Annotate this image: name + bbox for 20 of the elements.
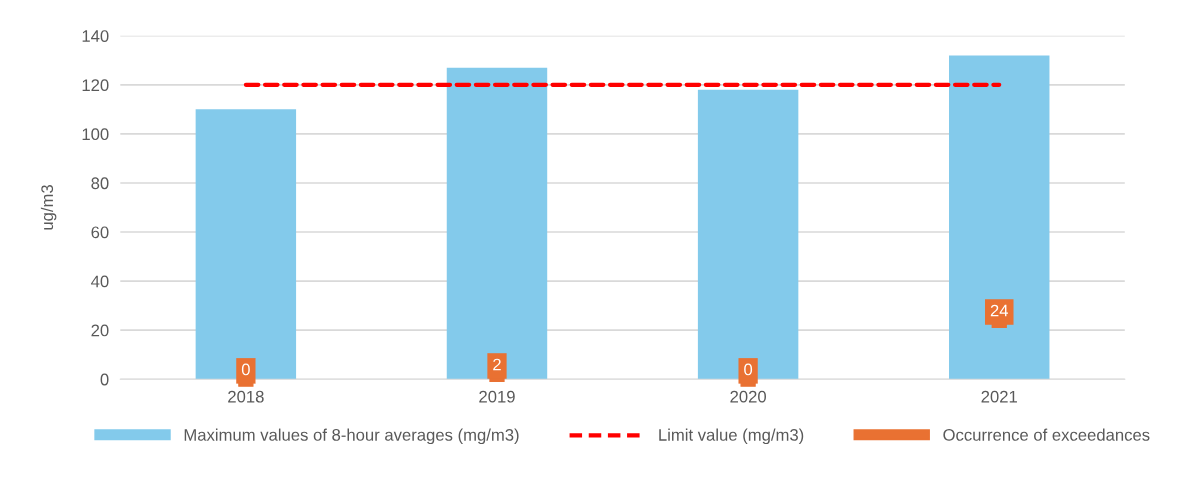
y-tick-label: 20 (91, 324, 109, 337)
legend-label: Maximum values of 8-hour averages (mg/m3) (184, 428, 519, 445)
bar (949, 55, 1050, 380)
x-tick-label: 2021 (981, 390, 1017, 403)
y-tick-label: 140 (82, 30, 109, 42)
legend-label: Limit value (mg/m3) (659, 428, 804, 445)
bar (697, 89, 799, 380)
legend-label: Occurrence of exceedances (943, 428, 1150, 441)
x-tick-label: 2020 (730, 390, 766, 403)
y-tick-label: 40 (91, 275, 109, 288)
y-tick-label: 60 (91, 226, 109, 239)
x-tick-label: 2019 (479, 390, 515, 403)
y-axis-title: ug/m3 (40, 185, 57, 230)
y-tick-label: 0 (100, 373, 109, 386)
x-tick-label: 2018 (228, 390, 264, 403)
bar (446, 67, 548, 380)
y-tick-label: 120 (82, 79, 109, 92)
y-tick-label: 100 (82, 128, 109, 141)
bar (195, 109, 297, 380)
y-tick-label: 80 (91, 177, 109, 190)
